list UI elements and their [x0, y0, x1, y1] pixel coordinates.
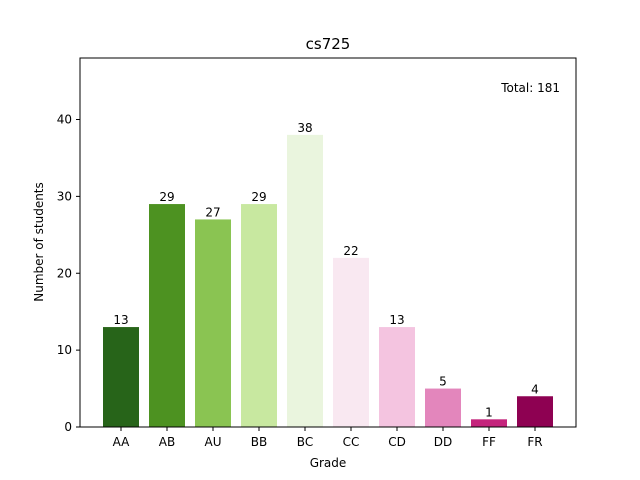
bar-cd — [379, 327, 415, 427]
data-label-aa: 13 — [113, 313, 128, 327]
y-tick-label-40: 40 — [57, 113, 72, 127]
data-labels-group: 13 29 27 29 38 22 13 5 1 4 — [113, 121, 538, 419]
data-label-fr: 4 — [531, 382, 539, 396]
plot-frame — [79, 57, 577, 428]
data-label-dd: 5 — [439, 375, 447, 389]
x-tick-label-ab: AB — [159, 435, 175, 449]
bar-bb — [241, 204, 277, 427]
bar-bc — [287, 134, 323, 427]
bar-ab — [149, 204, 185, 427]
x-axis-label: Grade — [310, 456, 347, 470]
x-tick-label-cc: CC — [343, 435, 360, 449]
bar-ff — [471, 419, 507, 427]
data-label-cc: 22 — [343, 244, 358, 258]
data-label-au: 27 — [205, 205, 220, 219]
y-axis-ticks: 0 10 20 30 40 — [57, 113, 80, 434]
x-axis-ticks: AA AB AU BB BC CC CD DD FF FR — [113, 427, 543, 449]
y-tick-label-20: 20 — [57, 266, 72, 280]
bar-fr — [517, 396, 553, 427]
x-tick-label-fr: FR — [527, 435, 542, 449]
x-tick-label-dd: DD — [434, 435, 452, 449]
bar-au — [195, 219, 231, 427]
bars-group — [103, 134, 553, 427]
data-label-bc: 38 — [297, 121, 312, 135]
y-tick-label-10: 10 — [57, 343, 72, 357]
x-tick-label-au: AU — [205, 435, 222, 449]
y-tick-label-0: 0 — [64, 420, 72, 434]
x-tick-label-ff: FF — [482, 435, 496, 449]
data-label-cd: 13 — [389, 313, 404, 327]
x-tick-label-bc: BC — [297, 435, 313, 449]
bar-dd — [425, 388, 461, 427]
bar-aa — [103, 327, 139, 427]
total-annotation: Total: 181 — [500, 81, 560, 95]
data-label-ab: 29 — [159, 190, 174, 204]
y-tick-label-30: 30 — [57, 189, 72, 203]
bar-cc — [333, 257, 369, 427]
x-tick-label-cd: CD — [388, 435, 406, 449]
x-tick-label-bb: BB — [251, 435, 267, 449]
data-label-bb: 29 — [251, 190, 266, 204]
x-tick-label-aa: AA — [113, 435, 131, 449]
y-axis-label: Number of students — [32, 182, 46, 302]
chart-title: cs725 — [306, 35, 351, 53]
data-label-ff: 1 — [485, 405, 493, 419]
